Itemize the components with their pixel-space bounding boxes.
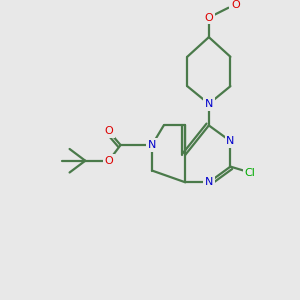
Text: O: O [104, 126, 113, 136]
Text: O: O [205, 13, 213, 22]
Text: Cl: Cl [244, 167, 256, 178]
Text: O: O [104, 156, 113, 166]
Text: N: N [205, 99, 213, 109]
Text: N: N [226, 136, 235, 146]
Text: N: N [205, 177, 213, 187]
Text: O: O [231, 0, 240, 10]
Text: N: N [148, 140, 156, 150]
